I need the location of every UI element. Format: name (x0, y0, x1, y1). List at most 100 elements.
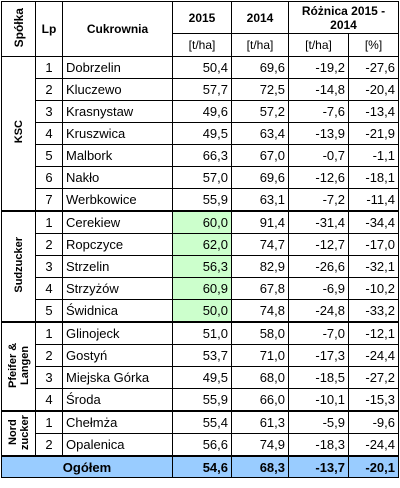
value-cell: 63,4 (231, 122, 289, 145)
value-cell: -12,6 (288, 166, 349, 189)
value-cell: 66,3 (172, 144, 232, 167)
plant-cell: Glinojeck (62, 321, 173, 345)
plant-cell: Opalenica (62, 433, 173, 457)
table-row: 5 Świdnica 50,0 74,8 -24,8 -33,2 (2, 299, 399, 323)
value-cell: -7,0 (288, 321, 349, 345)
value-cell: -34,4 (348, 210, 399, 234)
value-cell: -11,4 (348, 188, 399, 212)
plant-cell: Cerekiew (62, 210, 173, 234)
table-row: 6 Nakło 57,0 69,6 -12,6 -18,1 (2, 166, 399, 189)
value-cell: -17,3 (288, 344, 349, 367)
company-cell: Nord zucker (1, 410, 36, 457)
lp-cell: 5 (35, 144, 63, 167)
total-value: -13,7 (288, 455, 349, 478)
value-cell: 51,0 (172, 321, 232, 345)
value-cell: -27,6 (348, 56, 399, 79)
value-cell: 82,9 (231, 255, 289, 278)
value-cell: 62,0 (172, 233, 232, 256)
table-row: 2 Kluczewo 57,7 72,5 -14,8 -20,4 (2, 78, 399, 101)
lp-cell: 3 (35, 100, 63, 123)
value-cell: -14,8 (288, 78, 349, 101)
value-cell: 69,6 (231, 166, 289, 189)
value-cell: -33,2 (348, 299, 399, 323)
table-row: 3 Strzelin 56,3 82,9 -26,6 -32,1 (2, 255, 399, 278)
value-cell: 57,2 (231, 100, 289, 123)
value-cell: -5,9 (288, 410, 349, 434)
company-header-text: Spółka (11, 7, 26, 48)
value-cell: 68,0 (231, 366, 289, 389)
value-cell: -7,2 (288, 188, 349, 212)
value-cell: 58,0 (231, 321, 289, 345)
plant-cell: Strzyżów (62, 277, 173, 300)
plant-header: Cukrownia (62, 1, 173, 57)
value-cell: 63,1 (231, 188, 289, 212)
value-cell: -24,4 (348, 344, 399, 367)
value-cell: 67,0 (231, 144, 289, 167)
table-row: 2 Gostyń 53,7 71,0 -17,3 -24,4 (2, 344, 399, 367)
value-cell: -32,1 (348, 255, 399, 278)
table-row: 3 Miejska Górka 49,5 68,0 -18,5 -27,2 (2, 366, 399, 389)
value-cell: -10,2 (348, 277, 399, 300)
value-cell: -1,1 (348, 144, 399, 167)
lp-cell: 2 (35, 433, 63, 457)
value-cell: -27,2 (348, 366, 399, 389)
plant-cell: Ropczyce (62, 233, 173, 256)
plant-cell: Gostyń (62, 344, 173, 367)
plant-cell: Miejska Górka (62, 366, 173, 389)
plant-cell: Chełmża (62, 410, 173, 434)
value-cell: 74,8 (231, 299, 289, 323)
plant-cell: Dobrzelin (62, 56, 173, 79)
value-cell: 57,0 (172, 166, 232, 189)
table-row: Nord zucker 1 Chełmża 55,4 61,3 -5,9 -9,6 (1, 410, 399, 457)
year-header: 2014 (231, 1, 289, 34)
table-row: 3 Krasnystaw 49,6 57,2 -7,6 -13,4 (2, 100, 399, 123)
value-cell: 55,4 (172, 410, 232, 434)
value-cell: 60,9 (172, 277, 232, 300)
total-row: Ogółem 54,6 68,3 -13,7 -20,1 (1, 455, 399, 478)
value-cell: 50,0 (172, 299, 232, 323)
value-cell: -20,4 (348, 78, 399, 101)
lp-cell: 2 (35, 233, 63, 256)
total-value: 68,3 (231, 455, 289, 478)
value-cell: 55,9 (172, 388, 232, 412)
value-cell: -18,1 (348, 166, 399, 189)
value-cell: 49,5 (172, 366, 232, 389)
value-cell: -19,2 (288, 56, 349, 79)
lp-cell: 3 (35, 366, 63, 389)
value-cell: 53,7 (172, 344, 232, 367)
value-cell: -9,6 (348, 410, 399, 434)
unit-header: [t/ha] (172, 33, 232, 57)
value-cell: 56,3 (172, 255, 232, 278)
company-cell: Pfeifer & Langen (1, 321, 36, 412)
plant-cell: Malbork (62, 144, 173, 167)
diff-header: Różnica 2015 - 2014 (288, 1, 399, 34)
value-cell: -7,6 (288, 100, 349, 123)
company-name: Pfeifer & Langen (6, 342, 31, 388)
lp-cell: 2 (35, 344, 63, 367)
value-cell: -21,9 (348, 122, 399, 145)
table-row: Pfeifer & Langen 1 Glinojeck 51,0 58,0 -7,0 -1… (1, 321, 399, 412)
company-cell: Sudzucker (1, 210, 36, 323)
value-cell: 50,4 (172, 56, 232, 79)
value-cell: 56,6 (172, 433, 232, 457)
value-cell: 49,6 (172, 100, 232, 123)
unit-header: [%] (348, 33, 399, 57)
table-row: 2 Ropczyce 62,0 74,7 -12,7 -17,0 (2, 233, 399, 256)
value-cell: 72,5 (231, 78, 289, 101)
table-row: Sudzucker 1 Cerekiew 60,0 91,4 -31,4 -34,4 (1, 210, 399, 323)
value-cell: -6,9 (288, 277, 349, 300)
company-name: Sudzucker (12, 237, 25, 293)
company-name: Nord zucker (6, 414, 31, 450)
total-value: 54,6 (172, 455, 232, 478)
value-cell: -12,7 (288, 233, 349, 256)
value-cell: 55,9 (172, 188, 232, 212)
lp-cell: 6 (35, 166, 63, 189)
company-name: KSC (12, 120, 25, 144)
plant-cell: Świdnica (62, 299, 173, 323)
value-cell: 60,0 (172, 210, 232, 234)
lp-cell: 1 (35, 56, 63, 79)
value-cell: 71,0 (231, 344, 289, 367)
value-cell: -18,3 (288, 433, 349, 457)
value-cell: 74,9 (231, 433, 289, 457)
